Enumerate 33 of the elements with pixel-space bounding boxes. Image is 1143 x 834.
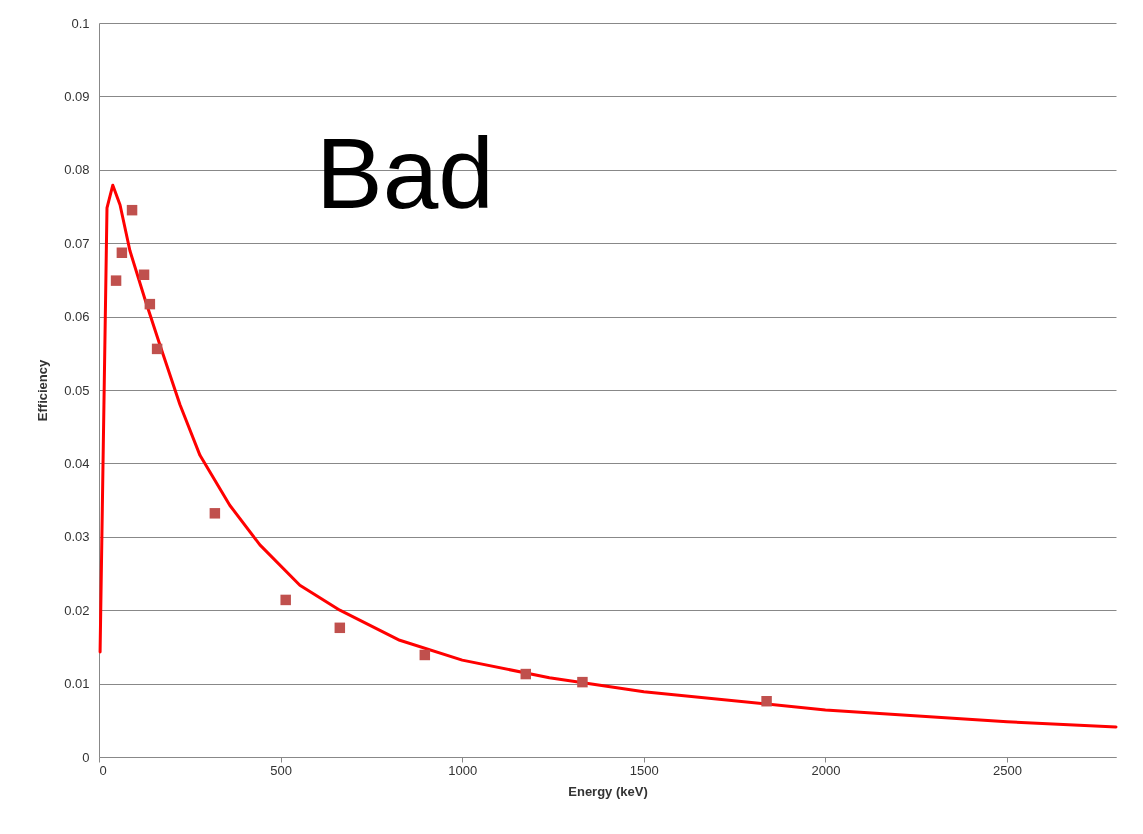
x-tick-label: 500 [270, 762, 292, 778]
point [419, 649, 431, 661]
point [110, 275, 122, 286]
x-tick-label: 1500 [629, 762, 659, 778]
x-tick-label: 0 [99, 762, 107, 778]
point [334, 622, 346, 634]
y-tick-label: 0 [82, 749, 90, 765]
y-tick-label: 0.04 [64, 455, 90, 471]
x-tick-label: 1000 [448, 762, 478, 778]
y-tick-label: 0.08 [64, 162, 90, 178]
y-tick-label: 0.03 [64, 529, 90, 545]
y-tick-label: 0.05 [64, 382, 90, 398]
point [761, 695, 772, 707]
y-tick-label: 0.06 [64, 309, 90, 325]
y-tick-label: 0.09 [64, 88, 90, 104]
x-tick-label: 2500 [993, 762, 1022, 778]
point [151, 343, 163, 355]
point [138, 269, 150, 281]
point [144, 298, 156, 310]
y-axis-title: Efficiency [35, 359, 51, 422]
y-tick-label: 0.07 [64, 235, 90, 251]
x-axis-title: Energy (keV) [568, 783, 648, 799]
annotation: Bad [316, 117, 494, 229]
point [520, 668, 532, 680]
point [280, 594, 291, 606]
point [126, 204, 138, 216]
y-tick-label: 0.1 [71, 15, 90, 31]
point [577, 676, 588, 688]
x-tick-label: 2000 [811, 762, 841, 778]
point [209, 508, 221, 519]
y-tick-label: 0.01 [64, 676, 90, 692]
point [116, 247, 128, 258]
y-tick-label: 0.02 [64, 602, 90, 618]
